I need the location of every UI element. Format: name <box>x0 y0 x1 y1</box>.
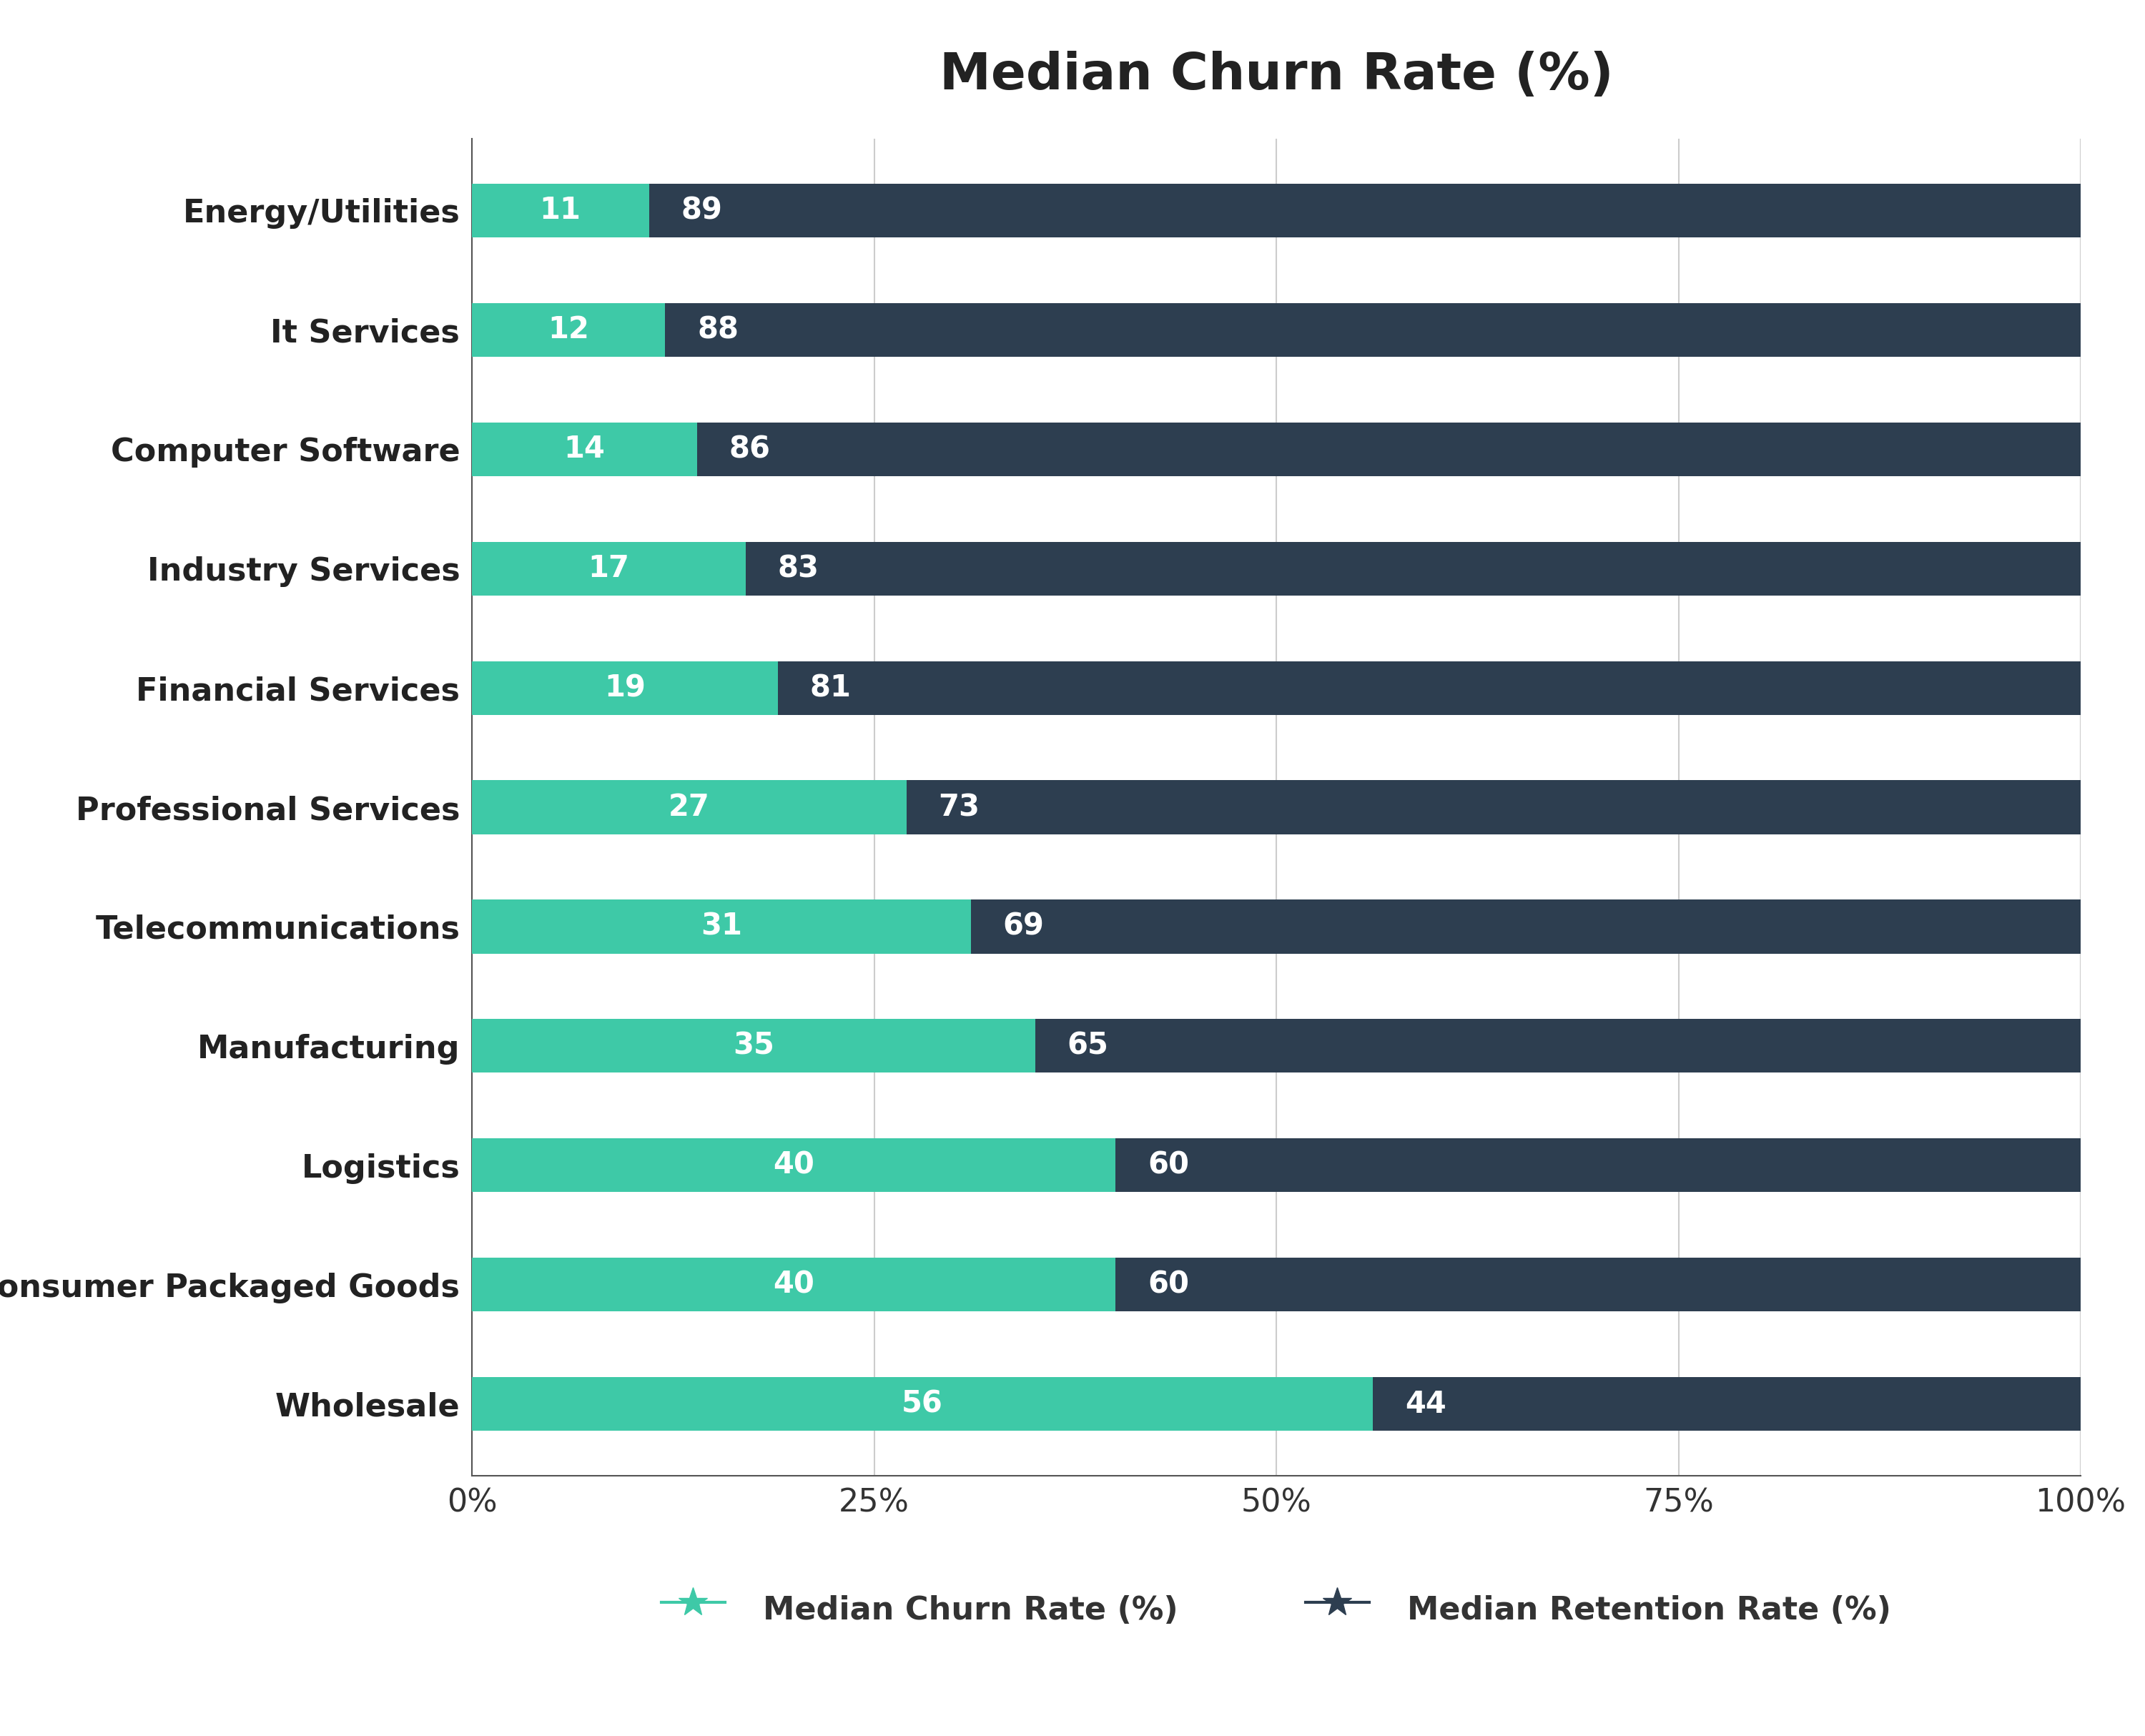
Text: 19: 19 <box>605 674 646 703</box>
Text: 40: 40 <box>772 1151 815 1180</box>
Bar <box>472 899 970 953</box>
Text: 86: 86 <box>729 434 770 464</box>
Text: 81: 81 <box>811 674 852 703</box>
Bar <box>648 184 2081 238</box>
Bar <box>746 542 2081 595</box>
Bar <box>1115 1139 2081 1193</box>
Bar <box>1115 1259 2081 1311</box>
Text: 60: 60 <box>1148 1269 1188 1300</box>
Text: 56: 56 <box>901 1389 944 1418</box>
Bar <box>472 781 905 833</box>
Bar <box>472 184 648 238</box>
Bar <box>472 1259 1115 1311</box>
Text: 89: 89 <box>682 196 723 226</box>
Bar <box>1373 1377 2081 1430</box>
Text: 27: 27 <box>669 792 710 823</box>
Text: 69: 69 <box>1002 911 1045 941</box>
Text: 40: 40 <box>772 1269 815 1300</box>
Text: 44: 44 <box>1405 1389 1446 1418</box>
Bar <box>1034 1019 2081 1073</box>
Title: Median Churn Rate (%): Median Churn Rate (%) <box>940 50 1613 101</box>
Bar <box>472 542 746 595</box>
Bar <box>776 661 2081 715</box>
Text: 60: 60 <box>1148 1151 1188 1180</box>
Text: 35: 35 <box>734 1031 774 1061</box>
Bar <box>970 899 2081 953</box>
Bar <box>472 661 776 715</box>
Text: 12: 12 <box>547 314 590 345</box>
Text: 83: 83 <box>776 554 819 583</box>
Bar <box>472 422 697 476</box>
Text: 17: 17 <box>588 554 628 583</box>
Bar <box>697 422 2081 476</box>
Text: 11: 11 <box>541 196 581 226</box>
Text: 31: 31 <box>701 911 742 941</box>
Bar <box>472 1019 1034 1073</box>
Bar <box>472 1139 1115 1193</box>
Bar <box>472 1377 1373 1430</box>
Legend: Median Churn Rate (%), Median Retention Rate (%): Median Churn Rate (%), Median Retention … <box>648 1573 1905 1647</box>
Bar <box>905 781 2081 833</box>
Text: 88: 88 <box>697 314 738 345</box>
Bar <box>472 304 665 356</box>
Text: 73: 73 <box>940 792 980 823</box>
Text: 65: 65 <box>1068 1031 1109 1061</box>
Bar <box>665 304 2081 356</box>
Text: 14: 14 <box>564 434 605 464</box>
